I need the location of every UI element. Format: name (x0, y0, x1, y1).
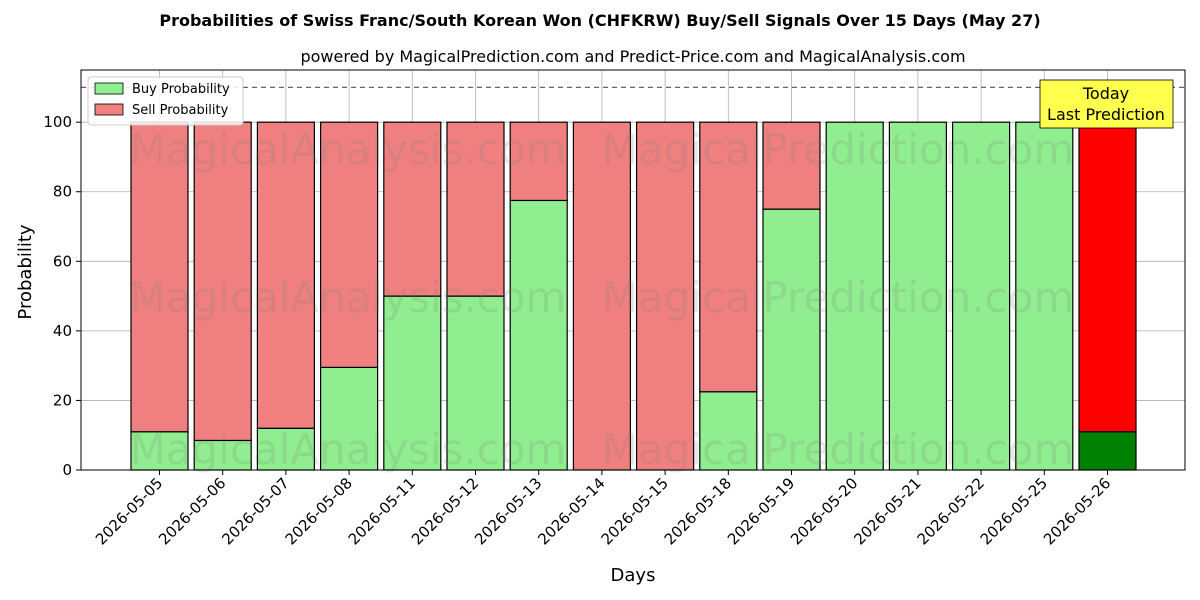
y-tick-label: 20 (53, 391, 72, 409)
legend-sell-label: Sell Probability (132, 103, 229, 118)
chart-title: Probabilities of Swiss Franc/South Korea… (159, 11, 1040, 30)
x-tick-label: 2026-05-14 (534, 474, 608, 548)
buy-bar (825, 121, 884, 471)
buy-bar (256, 427, 315, 471)
plot-frame (80, 69, 1186, 471)
y-tick-label: 60 (53, 252, 72, 270)
watermark-text: MagicalAnalysis.com (130, 125, 567, 174)
x-axis: 2026-05-052026-05-062026-05-072026-05-08… (92, 470, 1114, 548)
y-axis-label: Probability (15, 224, 36, 319)
watermark-text: MagicalAnalysis.com (130, 273, 567, 322)
sell-bar (256, 121, 315, 429)
x-tick-label: 2026-05-15 (598, 474, 672, 548)
x-tick-label: 2026-05-21 (850, 474, 924, 548)
buy-bar (509, 199, 568, 471)
buy-bar (446, 295, 505, 471)
sell-bar (446, 121, 505, 297)
bars (130, 121, 1137, 471)
chart-subtitle: powered by MagicalPrediction.com and Pre… (300, 47, 965, 66)
x-axis-label: Days (611, 565, 656, 586)
legend-buy-label: Buy Probability (132, 82, 230, 97)
buy-bar (383, 295, 442, 471)
sell-bar (572, 121, 632, 471)
y-tick-label: 0 (62, 461, 72, 479)
y-tick-label: 100 (43, 113, 72, 131)
watermarks: MagicalAnalysis.com MagicalPrediction.com… (130, 125, 1075, 474)
watermark-text: MagicalAnalysis.com (130, 425, 567, 474)
x-tick-label: 2026-05-25 (977, 474, 1051, 548)
today-label: Today (1082, 84, 1129, 103)
today-annotation-box (1039, 79, 1174, 129)
watermark-text: MagicalPrediction.com (602, 425, 1075, 474)
sell-bar (699, 121, 758, 393)
buy-bar (951, 121, 1011, 471)
x-tick-label: 2026-05-26 (1040, 474, 1114, 548)
x-tick-label: 2026-05-19 (724, 474, 798, 548)
sell-bar (1078, 121, 1137, 433)
y-axis: 0 20 40 60 80 100 (43, 113, 81, 479)
y-tick-label: 40 (53, 322, 72, 340)
legend-box (87, 76, 244, 126)
sell-bar (762, 121, 821, 210)
legend: Buy Probability Sell Probability (87, 76, 244, 126)
buy-bar (888, 121, 948, 471)
sell-bar (130, 121, 189, 433)
buy-bar (1078, 431, 1137, 471)
y-tick-label: 80 (53, 183, 72, 201)
legend-sell-swatch (94, 103, 124, 116)
x-tick-label: 2026-05-22 (914, 474, 988, 548)
buy-bar (762, 208, 821, 471)
watermark-text: MagicalPrediction.com (602, 125, 1075, 174)
sell-bar (383, 121, 442, 297)
x-tick-label: 2026-05-05 (92, 474, 166, 548)
x-tick-label: 2026-05-06 (155, 474, 229, 548)
legend-buy-swatch (94, 82, 124, 95)
x-tick-label: 2026-05-13 (471, 474, 545, 548)
watermark-text: MagicalPrediction.com (602, 273, 1075, 322)
x-tick-label: 2026-05-12 (408, 474, 482, 548)
x-tick-label: 2026-05-08 (282, 474, 356, 548)
sell-bar (509, 121, 568, 202)
buy-bar (320, 366, 379, 471)
last-prediction-label: Last Prediction (1047, 105, 1165, 124)
x-tick-label: 2026-05-18 (661, 474, 735, 548)
x-tick-label: 2026-05-07 (218, 474, 292, 548)
sell-bar (635, 121, 695, 471)
sell-bar (320, 121, 379, 368)
buy-bar (1015, 121, 1074, 471)
buy-bar (699, 391, 758, 471)
x-tick-label: 2026-05-20 (787, 474, 861, 548)
today-annotation: Today Last Prediction (1039, 79, 1174, 129)
x-tick-label: 2026-05-11 (345, 474, 419, 548)
